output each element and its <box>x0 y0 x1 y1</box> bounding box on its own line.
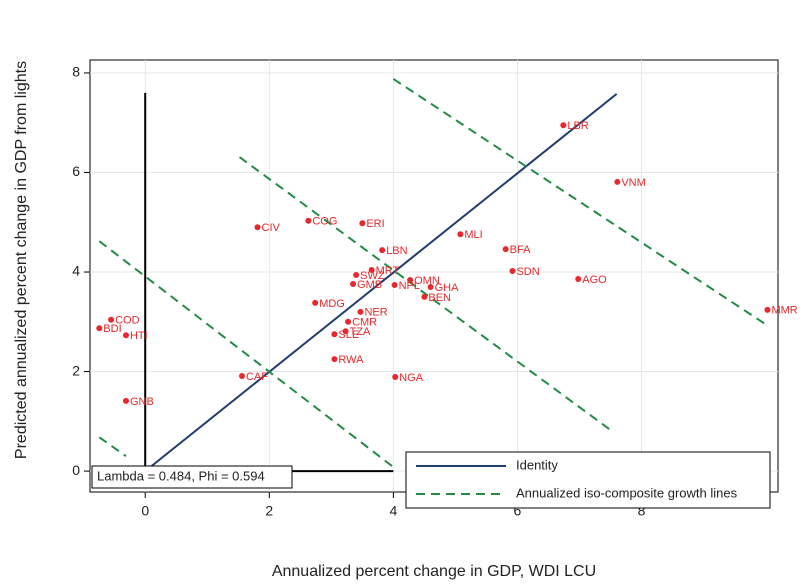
point-label: HTI <box>130 330 148 342</box>
point-label: COD <box>115 315 139 327</box>
point <box>379 247 386 254</box>
legend-box <box>405 451 771 509</box>
point-label: CMR <box>352 317 377 329</box>
point-label: BEN <box>428 292 451 304</box>
point-label: LBR <box>567 120 588 132</box>
x-tick-label: 6 <box>514 503 522 519</box>
point-label: CIV <box>262 222 281 234</box>
point-label: MDG <box>319 298 345 310</box>
x-tick-label: 0 <box>141 503 149 519</box>
point <box>108 316 115 323</box>
point-label: BDI <box>103 323 121 335</box>
point-label: NER <box>364 307 387 319</box>
point <box>331 356 338 363</box>
point-label: GNB <box>130 396 154 408</box>
point-label: GHA <box>435 282 460 294</box>
point <box>357 308 364 315</box>
point-label: NPL <box>399 280 420 292</box>
point <box>509 268 516 275</box>
point <box>122 332 129 339</box>
point <box>560 122 567 129</box>
point <box>305 217 312 224</box>
point <box>254 224 261 231</box>
series-line <box>144 93 618 472</box>
point <box>392 374 399 381</box>
point <box>407 276 414 283</box>
point-label: MMR <box>771 305 797 317</box>
point-label: COG <box>312 216 337 228</box>
annotation-box <box>91 465 293 489</box>
y-axis-label: Predicted annualized percent change in G… <box>13 61 30 459</box>
point <box>502 246 509 253</box>
plot-area <box>89 59 779 493</box>
point <box>614 178 621 185</box>
point <box>427 283 434 290</box>
point <box>764 306 771 313</box>
point-label: SDN <box>516 266 539 278</box>
point-label: LBN <box>386 245 407 257</box>
point <box>421 293 428 300</box>
x-tick-label: 8 <box>638 503 646 519</box>
y-tick-label: 6 <box>72 163 80 179</box>
y-tick-label: 8 <box>72 64 80 80</box>
point-label: TZA <box>350 326 371 338</box>
point-label: MRT <box>376 265 400 277</box>
x-axis-label: Annualized percent change in GDP, WDI LC… <box>272 563 596 580</box>
point <box>238 373 245 380</box>
point-label: SWZ <box>360 270 385 282</box>
point-label: GMB <box>357 279 382 291</box>
point <box>350 280 357 287</box>
x-tick-label: 4 <box>389 503 397 519</box>
series-line <box>98 436 127 457</box>
x-tick-label: 2 <box>265 503 273 519</box>
series-line <box>98 240 393 467</box>
point <box>331 331 338 338</box>
legend-label: Annualized iso-composite growth lines <box>516 485 738 500</box>
point-label: VNM <box>621 177 645 189</box>
point-label: ERI <box>366 218 384 230</box>
legend-label: Identity <box>516 457 558 472</box>
y-tick-label: 0 <box>72 462 80 478</box>
y-tick-label: 2 <box>72 362 80 378</box>
point <box>575 275 582 282</box>
point <box>342 328 349 335</box>
point <box>359 220 366 227</box>
point <box>122 397 129 404</box>
point-label: NGA <box>399 372 424 384</box>
point <box>391 281 398 288</box>
point <box>368 267 375 274</box>
point <box>457 231 464 238</box>
series-line <box>238 156 615 434</box>
point-label: BFA <box>510 244 531 256</box>
annotation-text: Lambda = 0.484, Phi = 0.594 <box>97 468 265 483</box>
annotation: Lambda = 0.484, Phi = 0.594 <box>91 465 293 489</box>
point <box>345 318 352 325</box>
point-label: MLI <box>464 229 482 241</box>
point-label: CAF <box>246 371 268 383</box>
point <box>312 299 319 306</box>
point <box>353 272 360 279</box>
point-label: OMN <box>414 275 440 287</box>
point-label: AGO <box>582 274 607 286</box>
point <box>96 325 103 332</box>
point-label: RWA <box>338 354 364 366</box>
y-tick-label: 4 <box>72 263 80 279</box>
